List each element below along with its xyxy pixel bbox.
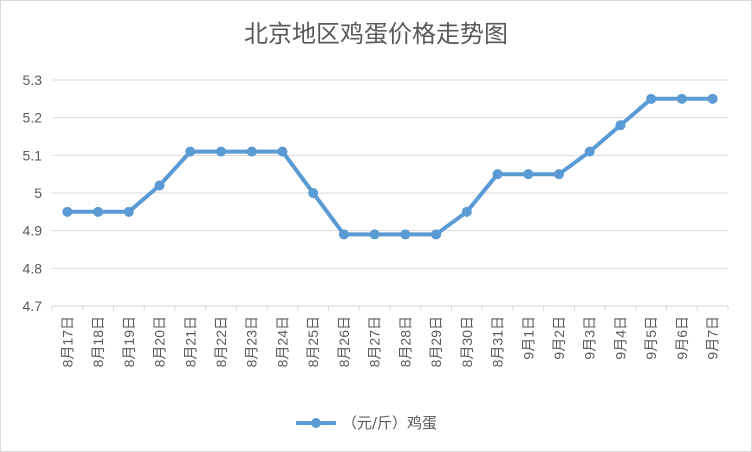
y-tick-label: 4.7 xyxy=(23,298,43,314)
data-point xyxy=(523,169,534,180)
y-tick-label: 4.9 xyxy=(23,223,43,239)
gridlines xyxy=(52,79,728,307)
data-point xyxy=(400,229,411,240)
data-point xyxy=(338,229,349,240)
x-tick-label: 8月30日 xyxy=(459,316,475,367)
data-point xyxy=(584,146,595,157)
data-point xyxy=(615,120,626,131)
x-tick-label: 8月19日 xyxy=(121,316,137,367)
x-tick-label: 8月31日 xyxy=(490,316,506,367)
legend-marker xyxy=(311,418,321,428)
x-tick-label: 9月1日 xyxy=(520,316,536,360)
data-point xyxy=(216,146,226,157)
data-point xyxy=(123,206,134,217)
series-line xyxy=(62,93,718,240)
data-point xyxy=(246,146,257,157)
x-tick-label: 8月29日 xyxy=(428,316,444,367)
x-tick-label: 8月21日 xyxy=(182,316,198,367)
data-point xyxy=(461,206,472,217)
y-tick-label: 5.3 xyxy=(23,72,43,88)
x-tick-label: 8月22日 xyxy=(213,316,229,367)
x-tick-label: 8月20日 xyxy=(152,316,168,367)
x-tick-label: 8月28日 xyxy=(397,316,413,367)
data-point xyxy=(554,169,564,180)
data-point xyxy=(707,93,718,104)
x-tick-label: 9月6日 xyxy=(674,316,690,360)
x-tick-label: 9月2日 xyxy=(551,316,567,360)
legend-label: （元/斤）鸡蛋 xyxy=(342,414,437,432)
legend: （元/斤）鸡蛋 xyxy=(296,414,437,432)
data-point xyxy=(492,169,503,180)
x-tick-label: 9月5日 xyxy=(643,316,659,360)
x-tick-label: 8月27日 xyxy=(367,316,383,367)
data-point xyxy=(154,180,165,191)
data-point xyxy=(676,93,687,104)
x-tick-label: 9月7日 xyxy=(705,316,721,360)
y-tick-label: 5.1 xyxy=(23,147,43,163)
x-tick-label: 8月25日 xyxy=(305,316,321,367)
data-point xyxy=(185,146,196,157)
data-point xyxy=(277,146,288,157)
data-point xyxy=(93,206,104,217)
data-point xyxy=(308,188,319,198)
y-tick-label: 5 xyxy=(34,185,42,201)
x-tick-label: 8月24日 xyxy=(274,316,290,367)
data-point xyxy=(62,206,73,217)
x-axis: 8月17日 8月18日 8月19日 8月20日 8月21日 8月22日 8月23日 8月24日… xyxy=(51,306,729,367)
data-point xyxy=(431,229,442,240)
x-tick-label: 8月18日 xyxy=(90,316,106,367)
x-tick-label: 8月17日 xyxy=(59,316,75,367)
series-line-path xyxy=(67,96,713,237)
y-tick-label: 5.2 xyxy=(23,110,43,126)
x-tick-label: 9月3日 xyxy=(582,316,598,360)
data-point xyxy=(369,229,380,240)
y-tick-label: 4.8 xyxy=(23,260,43,276)
data-point xyxy=(646,93,657,104)
x-tick-label: 8月23日 xyxy=(244,316,260,367)
chart-title: 北京地区鸡蛋价格走势图 xyxy=(244,20,508,48)
x-tick-label: 9月4日 xyxy=(612,316,628,360)
y-axis: 4.7 4.8 4.9 5 5.1 5.2 5.3 xyxy=(23,72,43,314)
x-tick-label: 8月26日 xyxy=(336,316,352,367)
